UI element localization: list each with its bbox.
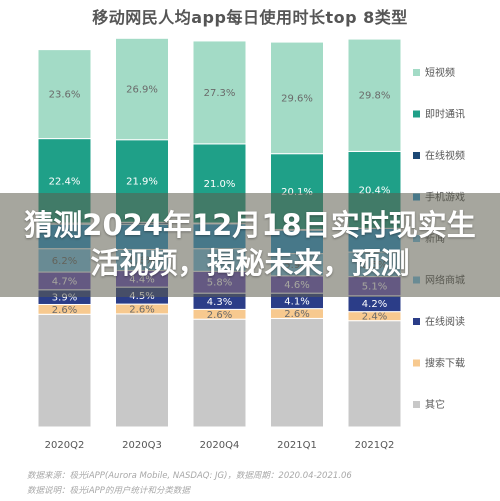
x-tick-label: 2021Q2 xyxy=(355,440,395,451)
source-note: 数据来源：极光iAPP(Aurora Mobile, NASDAQ: JG)，数… xyxy=(27,471,352,481)
data-label: 26.9% xyxy=(126,85,158,96)
data-label: 2.6% xyxy=(207,310,232,321)
bar-segment xyxy=(270,317,324,428)
data-label: 4.3% xyxy=(207,297,232,308)
bar-segment xyxy=(347,320,402,428)
bar-segment xyxy=(37,49,92,140)
chart-title: 移动网民人均app每日使用时长top 8类型 xyxy=(92,8,408,27)
x-axis: 2020Q2 2020Q3 2020Q4 2021Q1 2021Q2 xyxy=(45,440,395,451)
data-label: 20.1% xyxy=(281,187,313,198)
headline-overlay-band xyxy=(0,193,500,297)
legend-label: 即时通讯 xyxy=(425,109,465,121)
data-label: 2.6% xyxy=(284,309,309,320)
headline-overlay-text: 猜测2024年12月18日实时现实生活视频，揭秘未来，预测 xyxy=(24,208,476,280)
source-description: 数据说明：极光iAPP的用户统计和分类数据 xyxy=(27,486,190,496)
data-label: 27.3% xyxy=(204,88,236,99)
data-label: 21.9% xyxy=(126,177,158,188)
legend-swatch xyxy=(413,359,420,367)
bar-segment xyxy=(270,41,324,155)
data-label: 29.6% xyxy=(281,93,313,104)
legend-label: 其它 xyxy=(425,398,445,411)
legend-swatch xyxy=(413,152,420,159)
legend-label: 搜索下载 xyxy=(425,357,465,370)
legend-swatch xyxy=(413,110,420,118)
data-label: 20.4% xyxy=(359,185,391,196)
bar-segment xyxy=(192,318,247,428)
data-label: 23.6% xyxy=(49,90,81,101)
x-tick-label: 2020Q4 xyxy=(200,440,240,451)
legend-swatch xyxy=(413,401,420,408)
x-tick-label: 2020Q3 xyxy=(122,440,162,451)
legend-label: 短视频 xyxy=(425,66,455,79)
legend-label: 在线视频 xyxy=(425,149,465,162)
legend-label: 在线阅读 xyxy=(425,315,465,328)
legend-swatch xyxy=(413,318,420,325)
bar-segment xyxy=(347,38,402,152)
data-label: 4.2% xyxy=(362,299,387,310)
bar-segment xyxy=(37,313,92,428)
x-tick-label: 2021Q1 xyxy=(277,440,317,451)
data-label: 22.4% xyxy=(49,176,81,187)
x-tick-label: 2020Q2 xyxy=(45,440,85,451)
bar-segment xyxy=(115,37,169,141)
legend-swatch xyxy=(413,69,420,76)
data-label: 2.6% xyxy=(129,304,154,315)
data-label: 3.9% xyxy=(52,293,77,304)
data-label: 2.4% xyxy=(362,312,387,323)
bar-segment xyxy=(192,40,247,145)
data-label: 21.0% xyxy=(204,179,236,190)
data-label: 4.1% xyxy=(284,296,309,307)
bar-segment xyxy=(115,313,169,428)
data-label: 2.6% xyxy=(52,305,77,316)
data-label: 29.8% xyxy=(359,91,391,102)
